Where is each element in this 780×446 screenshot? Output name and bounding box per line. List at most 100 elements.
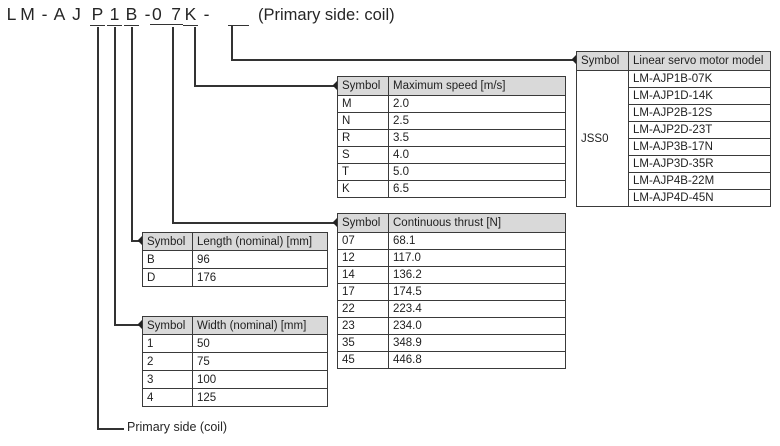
column-header: Width (nominal) [mm] <box>192 316 328 335</box>
table-row: LM-AJP1D-14K <box>577 87 771 105</box>
column-header: Continuous thrust [N] <box>388 213 566 233</box>
symbol-cell: 4 <box>142 388 193 407</box>
value-cell: 50 <box>192 334 328 353</box>
connector-line <box>172 27 174 224</box>
connector-line <box>97 428 124 430</box>
table-row: S 4.0 <box>337 146 566 164</box>
value-cell: 2.0 <box>388 95 566 113</box>
table-row: 07 68.1 <box>337 232 566 250</box>
symbol-cell: 17 <box>337 283 389 301</box>
symbol-cell: 14 <box>337 266 389 284</box>
model-code-char-speed: K <box>183 4 198 26</box>
model-code-char: - <box>203 4 210 24</box>
symbol-cell: 12 <box>337 249 389 267</box>
max-speed-table: Symbol Maximum speed [m/s] M 2.0 N 2.5 R 3.… <box>337 76 566 198</box>
table-row: 12 117.0 <box>337 249 566 267</box>
connector-line <box>97 27 99 429</box>
table-row: T 5.0 <box>337 163 566 181</box>
primary-side-label: Primary side (coil) <box>127 420 228 434</box>
table-row: LM-AJP2D-23T <box>577 121 771 139</box>
model-code-char-thrust: 7 <box>171 4 181 24</box>
model-code-char: A <box>53 4 66 24</box>
symbol-cell: 07 <box>337 232 389 250</box>
model-code-char: M <box>20 4 35 24</box>
model-code-char: L <box>6 4 17 24</box>
column-header: Symbol <box>576 51 629 71</box>
table-row: LM-AJP3B-17N <box>577 138 771 156</box>
table-row: 35 348.9 <box>337 334 566 352</box>
model-cell: LM-AJP4D-45N <box>628 189 771 207</box>
model-code-char-primary: P <box>90 4 105 26</box>
value-cell: 75 <box>192 352 328 371</box>
symbol-cell: JSS0 <box>576 70 629 207</box>
value-cell: 446.8 <box>388 351 566 369</box>
primary-side-note: (Primary side: coil) <box>258 6 395 24</box>
model-cell: LM-AJP3B-17N <box>628 138 771 156</box>
symbol-cell: 2 <box>142 352 193 371</box>
value-cell: 4.0 <box>388 146 566 164</box>
table-row: M 2.0 <box>337 95 566 113</box>
column-header: Length (nominal) [mm] <box>192 232 328 251</box>
symbol-cell: B <box>142 250 193 269</box>
symbol-cell: M <box>337 95 389 113</box>
table-row: LM-AJP4D-45N <box>577 189 771 207</box>
table-row: 45 446.8 <box>337 351 566 369</box>
connector-line <box>172 222 336 224</box>
symbol-cell: D <box>142 268 193 287</box>
column-header: Symbol <box>142 232 193 251</box>
value-cell: 125 <box>192 388 328 407</box>
symbol-cell: T <box>337 163 389 181</box>
model-code-blank-slot <box>228 4 249 26</box>
column-header: Symbol <box>142 316 193 335</box>
value-cell: 223.4 <box>388 300 566 318</box>
model-cell: LM-AJP2B-12S <box>628 104 771 122</box>
model-code-char: J <box>72 4 81 24</box>
table-row: 14 136.2 <box>337 266 566 284</box>
table-row: LM-AJP2B-12S <box>577 104 771 122</box>
symbol-cell: 22 <box>337 300 389 318</box>
value-cell: 348.9 <box>388 334 566 352</box>
width-table: Symbol Width (nominal) [mm] 1 50 2 75 3 100… <box>142 316 328 407</box>
model-cell: LM-AJP1D-14K <box>628 87 771 105</box>
table-row: JSS0 LM-AJP1B-07K <box>576 70 771 207</box>
value-cell: 176 <box>192 268 328 287</box>
table-row: 23 234.0 <box>337 317 566 335</box>
value-cell: 96 <box>192 250 328 269</box>
model-code-char-length: B <box>124 4 139 26</box>
connector-line <box>231 26 233 61</box>
table-row: 22 223.4 <box>337 300 566 318</box>
symbol-cell: 1 <box>142 334 193 353</box>
symbol-cell: 45 <box>337 351 389 369</box>
symbol-cell: S <box>337 146 389 164</box>
model-code-char-thrust: 0 <box>152 4 162 24</box>
connector-line <box>114 324 140 326</box>
model-cell: LM-AJP2D-23T <box>628 121 771 139</box>
connector-line <box>131 240 140 242</box>
column-header: Linear servo motor model <box>628 51 771 71</box>
table-row: 1 50 <box>142 334 328 353</box>
connector-line <box>194 27 196 87</box>
connector-line <box>131 27 133 242</box>
symbol-cell: K <box>337 180 389 198</box>
model-cell: LM-AJP4B-22M <box>628 172 771 190</box>
value-cell: 3.5 <box>388 129 566 147</box>
value-cell: 2.5 <box>388 112 566 130</box>
model-cell: LM-AJP1B-07K <box>628 70 771 88</box>
value-cell: 100 <box>192 370 328 389</box>
table-row: LM-AJP3D-35R <box>577 155 771 173</box>
symbol-cell: 3 <box>142 370 193 389</box>
model-code-char-width: 1 <box>107 4 122 26</box>
model-code-char: - <box>144 4 151 24</box>
table-row: D 176 <box>142 268 328 287</box>
model-code-char: - <box>41 4 48 24</box>
table-row: K 6.5 <box>337 180 566 198</box>
length-table: Symbol Length (nominal) [mm] B 96 D 176 <box>142 232 328 287</box>
symbol-cell: 23 <box>337 317 389 335</box>
connector-line <box>114 27 116 326</box>
symbol-cell: R <box>337 129 389 147</box>
model-code-thrust-group: 0 7 <box>150 4 183 25</box>
value-cell: 174.5 <box>388 283 566 301</box>
model-cell: LM-AJP3D-35R <box>628 155 771 173</box>
value-cell: 136.2 <box>388 266 566 284</box>
